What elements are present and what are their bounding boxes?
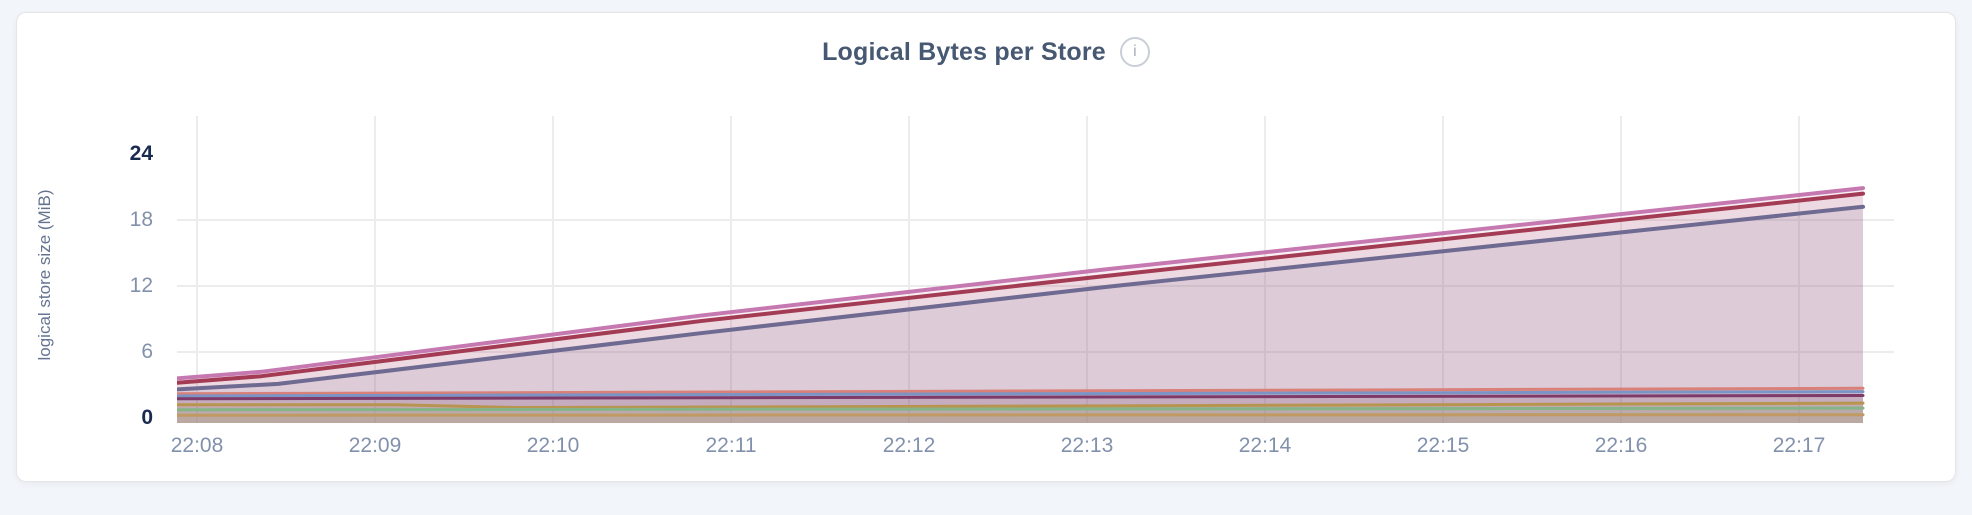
x-tick-label: 22:10 <box>526 434 580 457</box>
series-line-store-salmon <box>177 386 1865 396</box>
series-area-store-orchid <box>177 188 1863 423</box>
series-area-store-tan <box>177 414 1863 423</box>
chart-card: Logical Bytes per Store i logical store … <box>16 12 1956 482</box>
x-tick-label: 22:15 <box>1416 434 1470 457</box>
x-tick-label: 22:16 <box>1594 434 1648 457</box>
series-line-store-gold <box>177 401 1865 410</box>
x-tick-label: 22:14 <box>1238 434 1292 457</box>
x-tick-label: 22:09 <box>348 434 402 457</box>
chart-title: Logical Bytes per Store <box>822 37 1106 66</box>
series-area-store-slate <box>177 206 1863 423</box>
series-line-store-tan <box>177 413 1865 417</box>
series-line-store-plum <box>177 393 1865 401</box>
y-tick-label: 6 <box>141 340 153 363</box>
series-line-store-orchid <box>177 186 1865 381</box>
series-line-store-blue <box>177 390 1865 398</box>
plot-area[interactable] <box>177 116 1894 423</box>
x-tick-label: 22:17 <box>1772 434 1826 457</box>
x-tick-label: 22:12 <box>882 434 936 457</box>
x-tick-label: 22:11 <box>705 434 757 457</box>
info-icon[interactable]: i <box>1119 37 1150 67</box>
chart-header: Logical Bytes per Store i <box>17 37 1955 67</box>
y-tick-label: 18 <box>129 208 153 231</box>
series-line-store-green <box>177 406 1865 412</box>
series-line-store-crimson <box>177 191 1865 385</box>
series-line-store-slate <box>177 204 1865 392</box>
y-tick-label: 24 <box>129 142 153 165</box>
x-tick-label: 22:08 <box>170 434 224 457</box>
x-tick-label: 22:13 <box>1060 434 1114 457</box>
y-tick-label: 12 <box>129 274 153 297</box>
y-tick-label: 0 <box>141 406 153 429</box>
y-axis-label: logical store size (MiB) <box>35 189 54 361</box>
